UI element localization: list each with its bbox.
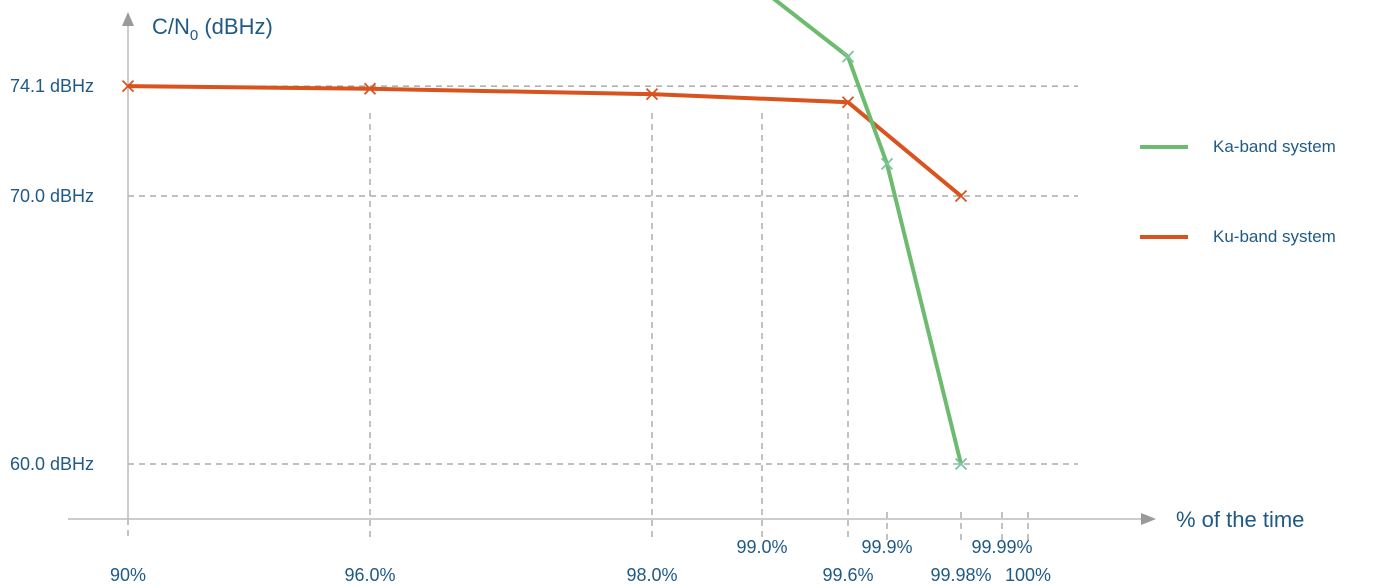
series-line-ku-band xyxy=(127,84,963,198)
data-point-marker xyxy=(954,189,968,203)
x-tick-label: 98.0% xyxy=(626,565,677,585)
series-line-ka-band xyxy=(772,0,963,465)
data-point-marker xyxy=(645,88,659,101)
data-point-marker xyxy=(841,96,855,109)
x-tick-label: 99.0% xyxy=(736,537,787,557)
legend: Ka-band system Ku-band system xyxy=(1140,137,1336,246)
x-tick-labels: 90% 96.0% 98.0% 99.0% 99.6% 99.9% 99.98% 99.99%… xyxy=(110,537,1051,585)
x-axis-title: % of the time xyxy=(1176,507,1304,532)
y-axis-title: C/N0 (dBHz) xyxy=(152,14,273,44)
series-lines xyxy=(121,0,968,471)
data-point-marker xyxy=(121,79,135,93)
data-point-marker xyxy=(841,50,855,63)
x-tick-label: 99.99% xyxy=(971,537,1032,557)
axes xyxy=(68,12,1156,525)
x-tick-label: 100% xyxy=(1005,565,1051,585)
x-tick-label: 90% xyxy=(110,565,146,585)
legend-label: Ka-band system xyxy=(1213,137,1336,156)
legend-label: Ku-band system xyxy=(1213,227,1336,246)
x-tick-label: 99.6% xyxy=(822,565,873,585)
data-point-marker xyxy=(880,157,894,170)
y-tick-label: 70.0 dBHz xyxy=(10,186,94,206)
y-tick-label: 60.0 dBHz xyxy=(10,454,94,474)
x-tick-label: 99.9% xyxy=(861,537,912,557)
x-axis-arrow xyxy=(1141,513,1156,525)
y-tick-label: 74.1 dBHz xyxy=(10,76,94,96)
x-tick-label: 99.98% xyxy=(930,565,991,585)
data-point-marker xyxy=(954,457,968,471)
data-point-marker xyxy=(363,82,377,95)
grid-lines xyxy=(127,85,1078,540)
y-axis-arrow xyxy=(122,12,134,26)
x-tick-label: 96.0% xyxy=(344,565,395,585)
